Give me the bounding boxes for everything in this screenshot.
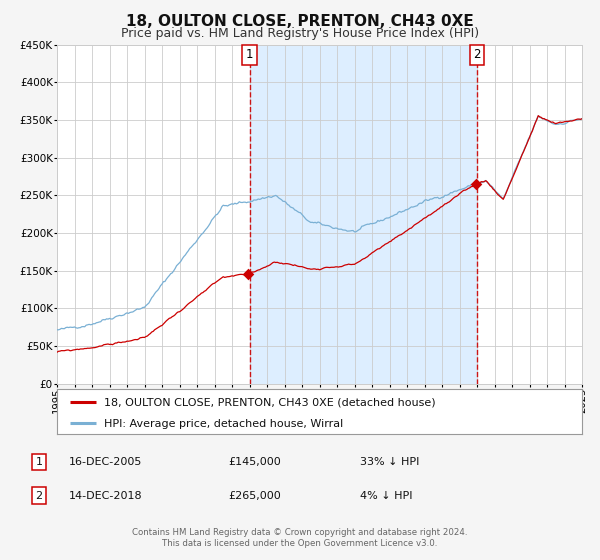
Text: 1: 1 xyxy=(246,49,253,62)
Point xyxy=(243,270,253,279)
Text: 33% ↓ HPI: 33% ↓ HPI xyxy=(360,457,419,467)
Text: 18, OULTON CLOSE, PRENTON, CH43 0XE: 18, OULTON CLOSE, PRENTON, CH43 0XE xyxy=(126,14,474,29)
Text: £265,000: £265,000 xyxy=(228,491,281,501)
Text: Contains HM Land Registry data © Crown copyright and database right 2024.: Contains HM Land Registry data © Crown c… xyxy=(132,528,468,536)
Text: This data is licensed under the Open Government Licence v3.0.: This data is licensed under the Open Gov… xyxy=(163,539,437,548)
Text: 18, OULTON CLOSE, PRENTON, CH43 0XE (detached house): 18, OULTON CLOSE, PRENTON, CH43 0XE (det… xyxy=(104,398,436,408)
Text: 4% ↓ HPI: 4% ↓ HPI xyxy=(360,491,413,501)
Text: 2: 2 xyxy=(35,491,43,501)
Text: HPI: Average price, detached house, Wirral: HPI: Average price, detached house, Wirr… xyxy=(104,419,343,429)
Text: 2: 2 xyxy=(473,49,481,62)
Text: 16-DEC-2005: 16-DEC-2005 xyxy=(69,457,142,467)
Bar xyxy=(250,45,477,384)
Text: 14-DEC-2018: 14-DEC-2018 xyxy=(69,491,143,501)
Text: 1: 1 xyxy=(35,457,43,467)
Point xyxy=(471,180,481,189)
Text: £145,000: £145,000 xyxy=(228,457,281,467)
Text: Price paid vs. HM Land Registry's House Price Index (HPI): Price paid vs. HM Land Registry's House … xyxy=(121,27,479,40)
